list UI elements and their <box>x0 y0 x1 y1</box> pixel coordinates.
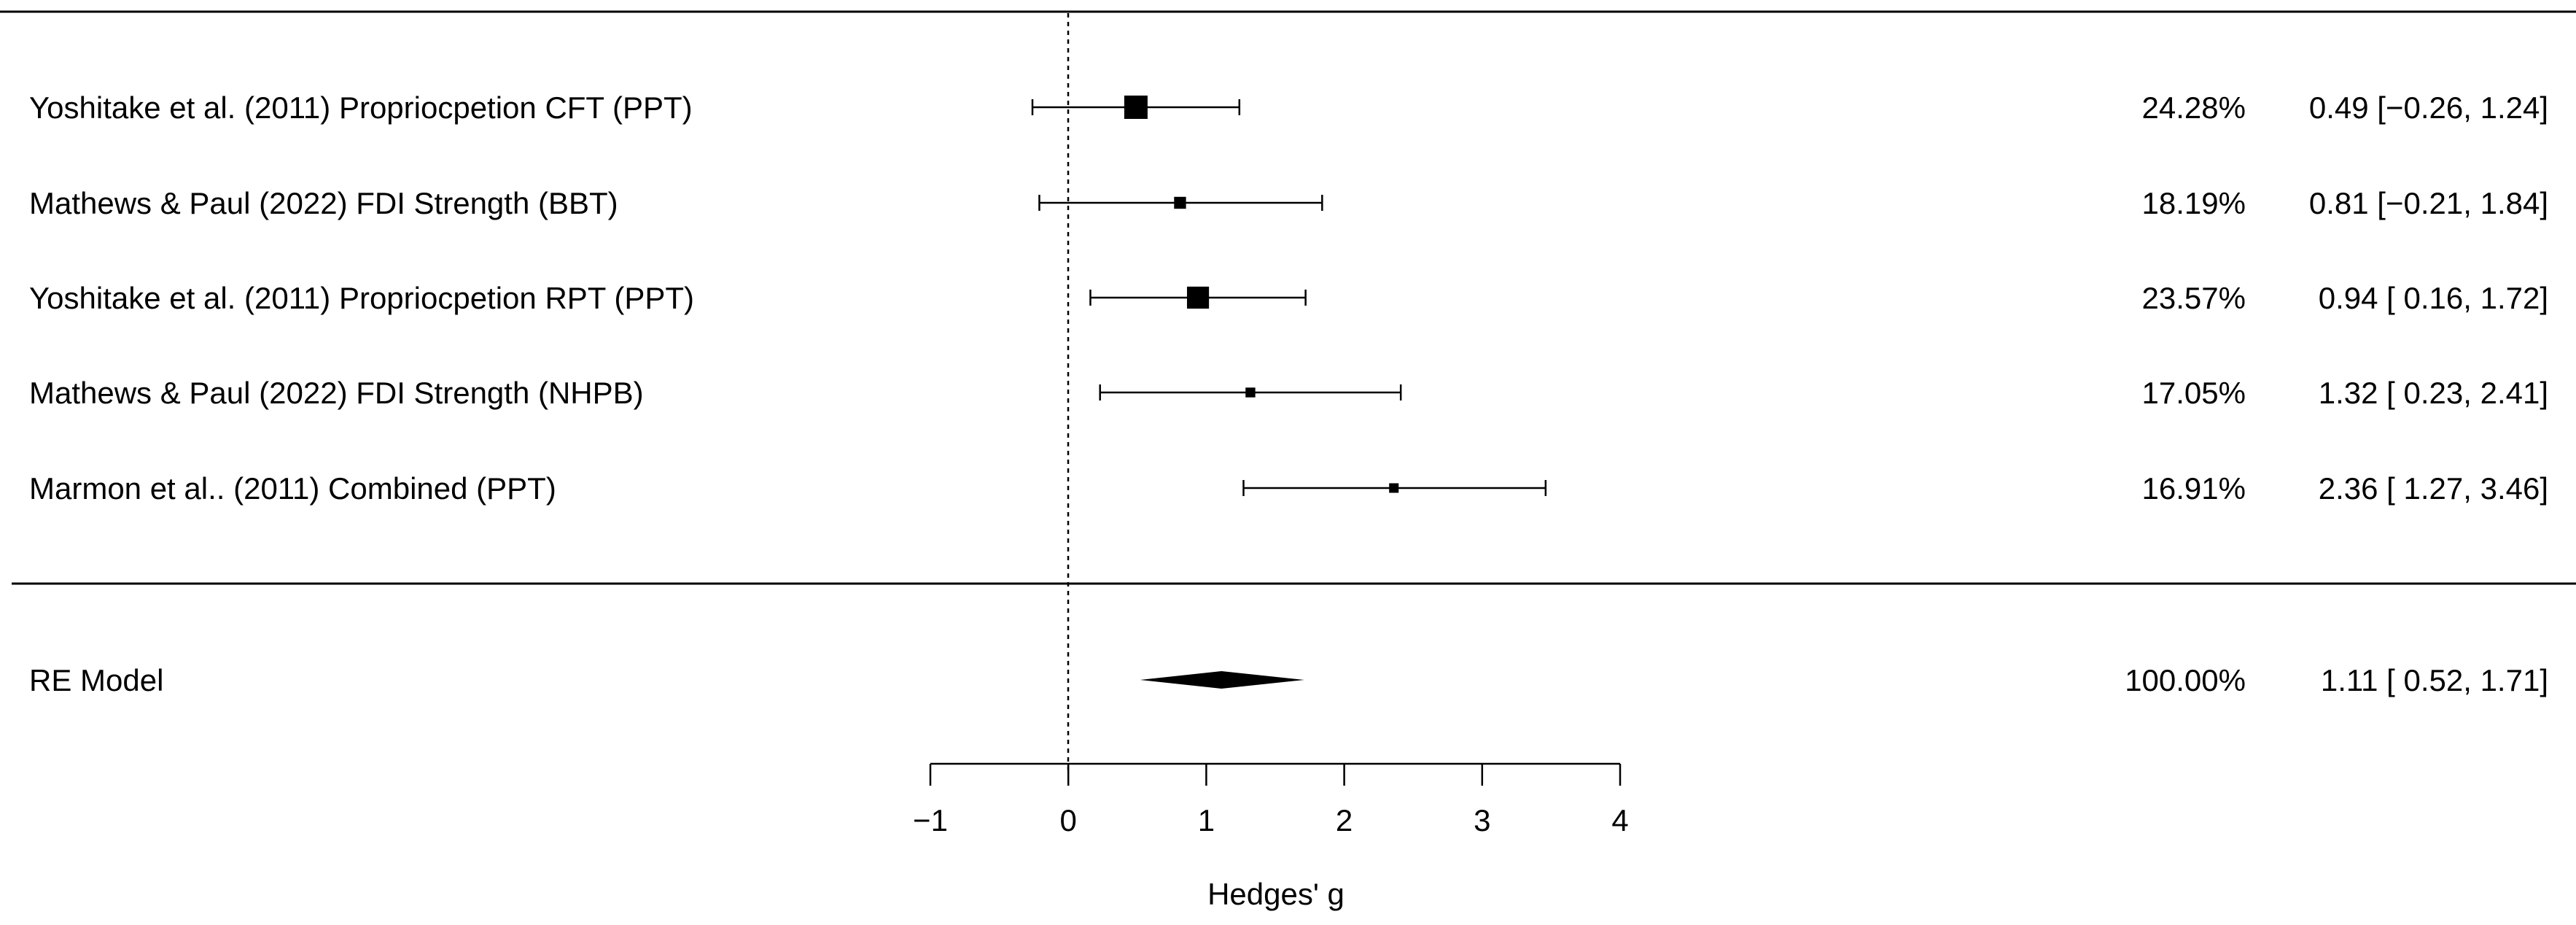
study-row: Yoshitake et al. (2011) Propriocpetion R… <box>29 281 2548 315</box>
x-tick-label: −1 <box>913 803 948 837</box>
study-row: Marmon et al.. (2011) Combined (PPT) 16.9… <box>29 471 2548 506</box>
estimate-ci-label: 1.32 [ 0.23, 2.41] <box>2319 376 2548 410</box>
study-label: Yoshitake et al. (2011) Propriocpetion C… <box>29 90 693 125</box>
weight-label: 17.05% <box>2142 376 2246 410</box>
summary-ci-label: 1.11 [ 0.52, 1.71] <box>2321 663 2548 697</box>
weight-label: 18.19% <box>2142 186 2246 220</box>
estimate-ci-label: 2.36 [ 1.27, 3.46] <box>2319 471 2548 506</box>
summary-diamond <box>1140 671 1304 689</box>
estimate-ci-label: 0.81 [−0.21, 1.84] <box>2309 186 2548 220</box>
estimate-ci-label: 0.49 [−0.26, 1.24] <box>2309 90 2548 125</box>
estimate-square <box>1124 96 1148 119</box>
x-tick-label: 2 <box>1336 803 1353 837</box>
weight-label: 24.28% <box>2142 90 2246 125</box>
study-label: Yoshitake et al. (2011) Propriocpetion R… <box>29 281 694 315</box>
estimate-ci-label: 0.94 [ 0.16, 1.72] <box>2319 281 2548 315</box>
x-axis: −1 0 1 2 3 4 <box>913 762 1629 837</box>
x-tick-label: 3 <box>1474 803 1490 837</box>
estimate-square <box>1186 286 1210 309</box>
x-tick-label: 0 <box>1060 803 1077 837</box>
study-row: Mathews & Paul (2022) FDI Strength (BBT)… <box>29 186 2548 220</box>
study-label: Mathews & Paul (2022) FDI Strength (NHPB… <box>29 376 644 410</box>
estimate-square <box>1174 196 1186 209</box>
summary-weight-label: 100.00% <box>2125 663 2246 697</box>
study-row: Mathews & Paul (2022) FDI Strength (NHPB… <box>29 376 2548 410</box>
summary-label: RE Model <box>29 663 163 697</box>
estimate-square <box>1245 387 1256 398</box>
study-row: Yoshitake et al. (2011) Propriocpetion C… <box>29 90 2548 125</box>
study-label: Mathews & Paul (2022) FDI Strength (BBT) <box>29 186 618 220</box>
x-tick-label: 4 <box>1611 803 1628 837</box>
x-tick-label: 1 <box>1198 803 1215 837</box>
weight-label: 23.57% <box>2142 281 2246 315</box>
estimate-square <box>1389 483 1399 493</box>
x-axis-label: Hedges' g <box>1207 877 1345 911</box>
weight-label: 16.91% <box>2142 471 2246 506</box>
study-label: Marmon et al.. (2011) Combined (PPT) <box>29 471 556 506</box>
